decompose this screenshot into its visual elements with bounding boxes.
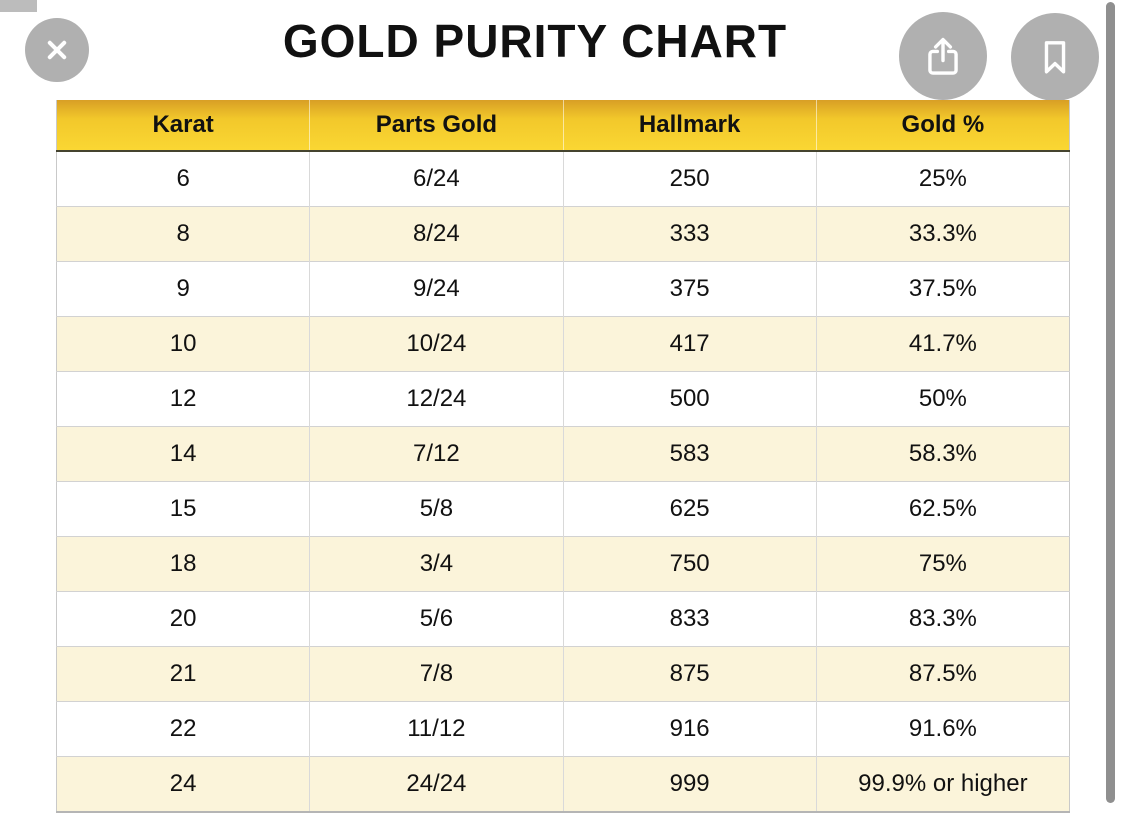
table-cell: 6/24	[309, 151, 563, 207]
table-cell: 625	[562, 481, 817, 537]
table-cell: 25%	[815, 151, 1070, 207]
column-header-karat: Karat	[56, 100, 310, 152]
table-cell: 21	[56, 646, 310, 702]
table-row: 9 9/24 375 37.5%	[56, 261, 1070, 317]
table-cell: 11/12	[309, 701, 563, 757]
table-cell: 10/24	[309, 316, 563, 372]
page-title: GOLD PURITY CHART	[282, 15, 788, 67]
table-row: 20 5/6 833 83.3%	[56, 591, 1070, 647]
scrollbar-thumb[interactable]	[1106, 2, 1115, 803]
table-row: 21 7/8 875 87.5%	[56, 646, 1070, 702]
table-cell: 7/12	[309, 426, 563, 482]
table-row: 22 11/12 916 91.6%	[56, 701, 1070, 757]
table-cell: 250	[562, 151, 817, 207]
table-cell: 833	[562, 591, 817, 647]
table-cell: 12	[56, 371, 310, 427]
table-cell: 916	[562, 701, 817, 757]
table-cell: 24	[56, 756, 310, 812]
table-cell: 75%	[815, 536, 1070, 592]
table-cell: 14	[56, 426, 310, 482]
gold-purity-table: Karat Parts Gold Hallmark Gold % 6 6/24 25…	[56, 100, 1070, 813]
table-cell: 87.5%	[815, 646, 1070, 702]
table-row: 8 8/24 333 33.3%	[56, 206, 1070, 262]
table-cell: 22	[56, 701, 310, 757]
table-row: 12 12/24 500 50%	[56, 371, 1070, 427]
column-header-hallmark: Hallmark	[562, 100, 817, 152]
bookmark-icon	[1030, 32, 1080, 82]
table-cell: 375	[562, 261, 817, 317]
table-cell: 83.3%	[815, 591, 1070, 647]
table-cell: 6	[56, 151, 310, 207]
column-header-gold-pct: Gold %	[815, 100, 1070, 152]
table-cell: 500	[562, 371, 817, 427]
bookmark-button[interactable]	[1011, 13, 1099, 101]
table-cell: 875	[562, 646, 817, 702]
table-cell: 750	[562, 536, 817, 592]
table-cell: 583	[562, 426, 817, 482]
share-button[interactable]	[899, 12, 987, 100]
table-cell: 50%	[815, 371, 1070, 427]
table-cell: 5/6	[309, 591, 563, 647]
table-row: 10 10/24 417 41.7%	[56, 316, 1070, 372]
table-row: 15 5/8 625 62.5%	[56, 481, 1070, 537]
column-header-parts-gold: Parts Gold	[309, 100, 563, 152]
table-row: 24 24/24 999 99.9% or higher	[56, 756, 1070, 812]
table-cell: 8	[56, 206, 310, 262]
table-cell: 333	[562, 206, 817, 262]
close-button[interactable]	[25, 18, 89, 82]
table-cell: 58.3%	[815, 426, 1070, 482]
table-cell: 5/8	[309, 481, 563, 537]
table-row: 6 6/24 250 25%	[56, 151, 1070, 207]
table-cell: 999	[562, 756, 817, 812]
table-cell: 99.9% or higher	[815, 756, 1070, 812]
table-cell: 10	[56, 316, 310, 372]
table-cell: 33.3%	[815, 206, 1070, 262]
table-cell: 62.5%	[815, 481, 1070, 537]
share-icon	[918, 31, 968, 81]
table-cell: 37.5%	[815, 261, 1070, 317]
status-bar-fragment	[0, 0, 37, 12]
table-cell: 18	[56, 536, 310, 592]
table-cell: 3/4	[309, 536, 563, 592]
table-cell: 15	[56, 481, 310, 537]
table-cell: 41.7%	[815, 316, 1070, 372]
table-cell: 8/24	[309, 206, 563, 262]
table-cell: 417	[562, 316, 817, 372]
table-cell: 24/24	[309, 756, 563, 812]
table-cell: 91.6%	[815, 701, 1070, 757]
table-cell: 7/8	[309, 646, 563, 702]
header-row: Karat Parts Gold Hallmark Gold %	[56, 100, 1070, 152]
table-cell: 9	[56, 261, 310, 317]
table-row: 18 3/4 750 75%	[56, 536, 1070, 592]
table-row: 14 7/12 583 58.3%	[56, 426, 1070, 482]
close-icon	[39, 32, 75, 68]
table-cell: 12/24	[309, 371, 563, 427]
table-cell: 9/24	[309, 261, 563, 317]
table-cell: 20	[56, 591, 310, 647]
table-header: Karat Parts Gold Hallmark Gold %	[56, 100, 1070, 152]
table-body: 6 6/24 250 25% 8 8/24 333 33.3% 9 9/24 375 37.5% 10 1…	[56, 151, 1070, 812]
